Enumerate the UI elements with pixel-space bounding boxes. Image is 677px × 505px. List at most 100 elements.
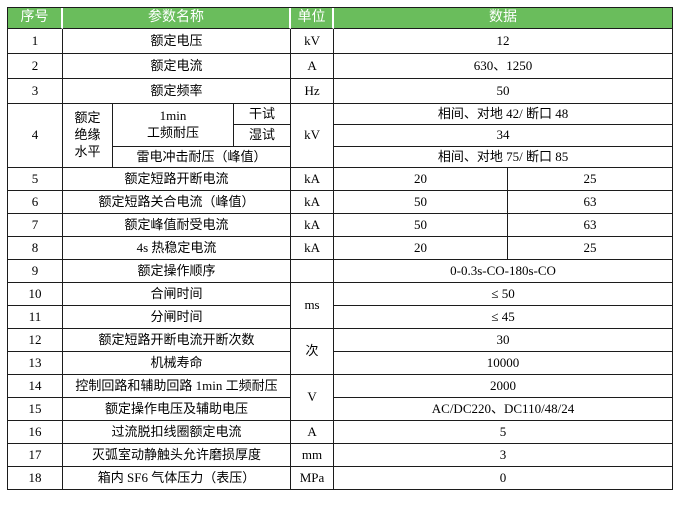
serial-cell: 5 [8, 168, 63, 192]
unit-cell: A [291, 421, 335, 445]
unit-cell: V [291, 375, 335, 422]
unit-cell: kA [291, 168, 335, 192]
table-row: 13 机械寿命 10000 [8, 352, 674, 376]
serial-cell: 18 [8, 467, 63, 491]
param-name-cell: 额定短路开断电流开断次数 [63, 329, 292, 353]
param-name-cell: 过流脱扣线圈额定电流 [63, 421, 292, 445]
serial-cell: 3 [8, 79, 63, 105]
data-cell: ≤ 45 [334, 306, 674, 330]
unit-cell: kV [291, 104, 335, 169]
serial-cell: 15 [8, 398, 63, 422]
table-row: 9 额定操作顺序 0-0.3s-CO-180s-CO [8, 260, 674, 284]
lightning-impulse-cell: 雷电冲击耐压（峰值） [113, 147, 292, 169]
table-row: 16 过流脱扣线圈额定电流 A 5 [8, 421, 674, 445]
data-cell: 2000 [334, 375, 674, 399]
data-cell-right: 25 [508, 237, 674, 261]
param-name-cell: 额定短路开断电流 [63, 168, 292, 192]
unit-cell: Hz [291, 79, 335, 105]
unit-cell: kA [291, 214, 335, 238]
table-row: 2 额定电流 A 630、1250 [8, 54, 674, 80]
param-name-cell: 分闸时间 [63, 306, 292, 330]
param-name-cell: 控制回路和辅助回路 1min 工频耐压 [63, 375, 292, 399]
data-cell: 34 [334, 125, 674, 148]
header-unit: 单位 [291, 8, 335, 30]
table-row-insulation: 4 额定 绝缘 水平 1min 工频耐压 干试 kV 相间、对地 42/ 断口 … [8, 104, 674, 169]
param-name-cell: 灭弧室动静触头允许磨损厚度 [63, 444, 292, 468]
serial-cell: 7 [8, 214, 63, 238]
data-cell-left: 20 [334, 168, 509, 192]
data-cell: 12 [334, 29, 674, 55]
dry-test-cell: 干试 [234, 104, 292, 126]
data-cell: 10000 [334, 352, 674, 376]
table-row: 10 合闸时间 ms ≤ 50 [8, 283, 674, 330]
data-cell-right: 25 [508, 168, 674, 192]
unit-cell [291, 260, 335, 284]
serial-cell: 1 [8, 29, 63, 55]
data-cell: 30 [334, 329, 674, 353]
param-name-cell: 额定短路关合电流（峰值） [63, 191, 292, 215]
param-name-cell: 合闸时间 [63, 283, 292, 307]
param-name-cell: 额定频率 [63, 79, 292, 105]
data-cell: 3 [334, 444, 674, 468]
serial-cell: 2 [8, 54, 63, 80]
data-cell: 0-0.3s-CO-180s-CO [334, 260, 674, 284]
header-param-name: 参数名称 [63, 8, 292, 30]
data-cell: 相间、对地 75/ 断口 85 [334, 147, 674, 169]
unit-cell: kA [291, 237, 335, 261]
serial-cell: 11 [8, 306, 63, 330]
table-row: 8 4s 热稳定电流 kA 20 25 [8, 237, 674, 261]
serial-cell: 8 [8, 237, 63, 261]
data-cell: 0 [334, 467, 674, 491]
param-name-cell: 箱内 SF6 气体压力（表压） [63, 467, 292, 491]
data-cell: 50 [334, 79, 674, 105]
table-row: 12 额定短路开断电流开断次数 次 30 [8, 329, 674, 376]
unit-cell: ms [291, 283, 335, 330]
param-name-cell: 机械寿命 [63, 352, 292, 376]
header-serial: 序号 [8, 8, 63, 30]
table-row: 3 额定频率 Hz 50 [8, 79, 674, 105]
unit-cell: kV [291, 29, 335, 55]
table-row: 17 灭弧室动静触头允许磨损厚度 mm 3 [8, 444, 674, 468]
serial-cell: 13 [8, 352, 63, 376]
data-cell-left: 50 [334, 214, 509, 238]
table-row: 18 箱内 SF6 气体压力（表压） MPa 0 [8, 467, 674, 491]
serial-cell: 4 [8, 104, 63, 169]
data-cell: 5 [334, 421, 674, 445]
serial-cell: 14 [8, 375, 63, 399]
spec-table: 序号 参数名称 单位 数据 1 额定电压 kV 12 2 额定电流 A 630、… [7, 7, 674, 491]
param-name-cell: 额定操作电压及辅助电压 [63, 398, 292, 422]
unit-cell: MPa [291, 467, 335, 491]
serial-cell: 9 [8, 260, 63, 284]
param-name-cell: 额定电流 [63, 54, 292, 80]
param-name-cell: 额定操作顺序 [63, 260, 292, 284]
unit-cell: 次 [291, 329, 335, 376]
insulation-group-cell: 额定 绝缘 水平 [63, 104, 113, 169]
serial-cell: 6 [8, 191, 63, 215]
table-row: 1 额定电压 kV 12 [8, 29, 674, 55]
unit-cell: A [291, 54, 335, 80]
table-row: 15 额定操作电压及辅助电压 AC/DC220、DC110/48/24 [8, 398, 674, 422]
serial-cell: 12 [8, 329, 63, 353]
table-row: 7 额定峰值耐受电流 kA 50 63 [8, 214, 674, 238]
serial-cell: 16 [8, 421, 63, 445]
unit-cell: kA [291, 191, 335, 215]
table-row-insulation: 湿试 34 [8, 125, 674, 148]
data-cell: 相间、对地 42/ 断口 48 [334, 104, 674, 126]
freq-withstand-cell: 1min 工频耐压 [113, 104, 234, 148]
data-cell-left: 50 [334, 191, 509, 215]
table-row-insulation: 雷电冲击耐压（峰值） 相间、对地 75/ 断口 85 [8, 147, 674, 169]
table-row: 6 额定短路关合电流（峰值） kA 50 63 [8, 191, 674, 215]
data-cell-right: 63 [508, 191, 674, 215]
header-row: 序号 参数名称 单位 数据 [8, 8, 674, 30]
table-row: 11 分闸时间 ≤ 45 [8, 306, 674, 330]
param-name-cell: 额定电压 [63, 29, 292, 55]
table-row: 14 控制回路和辅助回路 1min 工频耐压 V 2000 [8, 375, 674, 422]
data-cell: AC/DC220、DC110/48/24 [334, 398, 674, 422]
table-row: 5 额定短路开断电流 kA 20 25 [8, 168, 674, 192]
data-cell: ≤ 50 [334, 283, 674, 307]
header-data: 数据 [334, 8, 674, 30]
data-cell-left: 20 [334, 237, 509, 261]
data-cell: 630、1250 [334, 54, 674, 80]
data-cell-right: 63 [508, 214, 674, 238]
